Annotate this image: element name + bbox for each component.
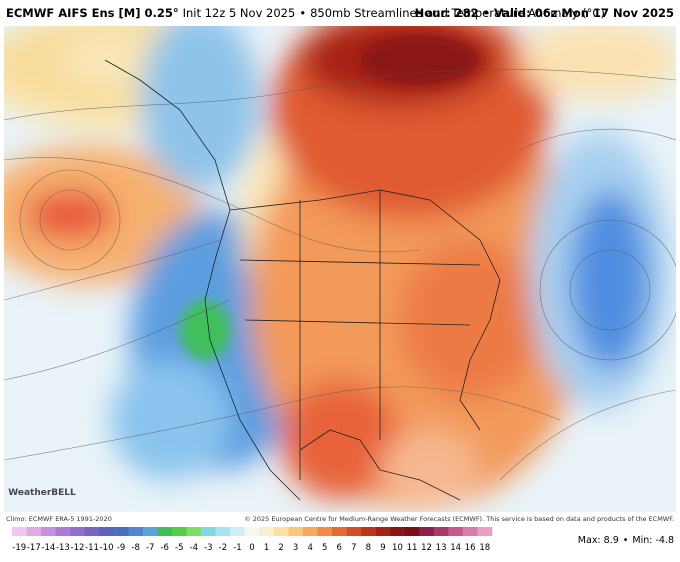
colorbar-label: 9 [380,543,385,553]
colorbar-label: 13 [436,543,447,553]
colorbar-swatch [70,527,86,536]
colorbar-swatch [84,527,100,536]
colorbar: -19 -17 -14 -13 -12 -11 -10 -9 -8 -7 -6 -5 -4 -3 -2 -1 0… [12,527,493,553]
colorbar-label: -12 [71,543,85,553]
colorbar-label: 16 [465,543,476,553]
colorbar-label: 2 [278,543,283,553]
colorbar-label: -13 [56,543,70,553]
colorbar-swatch [26,527,42,536]
colorbar-label: 11 [407,543,418,553]
colorbar-swatch [128,527,144,536]
colorbar-swatch [302,527,318,536]
colorbar-swatch [186,527,202,536]
colorbar-swatch [12,527,27,536]
colorbar-label: 7 [351,543,356,553]
coastlines [104,59,501,501]
colorbar-swatch [273,527,289,536]
colorbar-label: 6 [337,543,342,553]
colorbar-label: -11 [85,543,99,553]
colorbar-swatch [448,527,464,536]
colorbar-label: 0 [249,543,254,553]
colorbar-swatch [157,527,173,536]
init: Init 12z 5 Nov 2025 [183,6,296,20]
colorbar-label: -1 [233,543,241,553]
colorbar-label: -19 [12,543,26,553]
colorbar-swatch [99,527,115,536]
colorbar-label: 10 [392,543,403,553]
valid: Valid: 06z Mon 17 Nov 2025 [494,6,674,20]
colorbar-swatch [215,527,231,536]
colorbar-swatch [419,527,435,536]
valid-info: Hour: 282 • Valid: 06z Mon 17 Nov 2025 [415,6,674,20]
stats: Max: 8.9 • Min: -4.8 [578,535,674,546]
colorbar-swatch [142,527,158,536]
colorbar-label: 5 [322,543,327,553]
colorbar-swatch [390,527,406,536]
colorbar-swatch [41,527,56,536]
colorbar-label: -5 [175,543,183,553]
colorbar-label: 14 [450,543,461,553]
map [4,26,676,512]
colorbar-swatch [172,527,187,536]
colorbar-swatch [332,527,347,536]
colorbar-swatch [404,527,420,536]
colorbar-label: -14 [41,543,55,553]
min: Min: -4.8 [632,535,674,546]
colorbar-swatch [230,527,246,536]
climo: Climo: ECMWF ERA-5 1991-2020 [6,515,112,523]
title: ECMWF AIFS Ens [M] 0.25° Init 12z 5 Nov 2… [6,6,605,20]
colorbar-label: 12 [421,543,432,553]
colorbar-label: -9 [117,543,125,553]
colorbar-label: -6 [160,543,168,553]
logo: WeatherBELL [8,488,76,498]
colorbar-label: -3 [204,543,212,553]
colorbar-swatch [361,527,376,536]
hour: Hour: 282 [415,6,479,20]
colorbar-label: -8 [131,543,139,553]
colorbar-swatch [113,527,129,536]
colorbar-label: 3 [293,543,298,553]
colorbar-swatch [55,527,71,536]
colorbar-label: 18 [479,543,490,553]
colorbar-swatch [259,527,275,536]
streamlines [4,68,676,481]
product: 850mb Streamlines and Temperature Anomal… [310,6,605,20]
model: ECMWF AIFS Ens [M] 0.25° [6,6,179,20]
colorbar-label: -17 [27,543,41,553]
colorbar-label: 4 [307,543,312,553]
colorbar-swatch [201,527,216,536]
copyright: © 2025 European Centre for Medium-Range … [244,515,674,523]
colorbar-swatch [317,527,333,536]
colorbar-swatch [477,527,493,536]
colorbar-label: -4 [190,543,198,553]
colorbar-label: -7 [146,543,154,553]
colorbar-swatch [433,527,449,536]
sep: • [623,535,629,546]
colorbar-label: 8 [366,543,371,553]
colorbar-swatch [346,527,362,536]
colorbar-swatch [462,527,478,536]
colorbar-label: -2 [219,543,227,553]
sep: • [299,6,306,20]
sep: • [483,6,490,20]
colorbar-label: 1 [264,543,269,553]
colorbar-swatch [244,527,260,536]
colorbar-label: -10 [100,543,114,553]
colorbar-swatch [375,527,391,536]
max: Max: 8.9 [578,535,619,546]
colorbar-swatch [288,527,304,536]
